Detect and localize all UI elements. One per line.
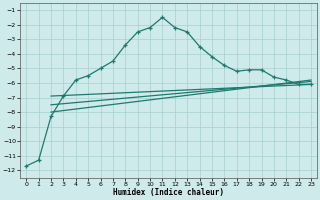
X-axis label: Humidex (Indice chaleur): Humidex (Indice chaleur) [113, 188, 224, 197]
